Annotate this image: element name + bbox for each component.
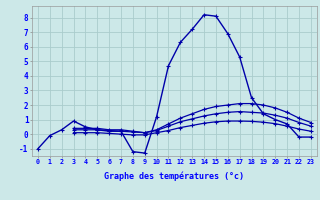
- X-axis label: Graphe des températures (°c): Graphe des températures (°c): [104, 171, 244, 181]
